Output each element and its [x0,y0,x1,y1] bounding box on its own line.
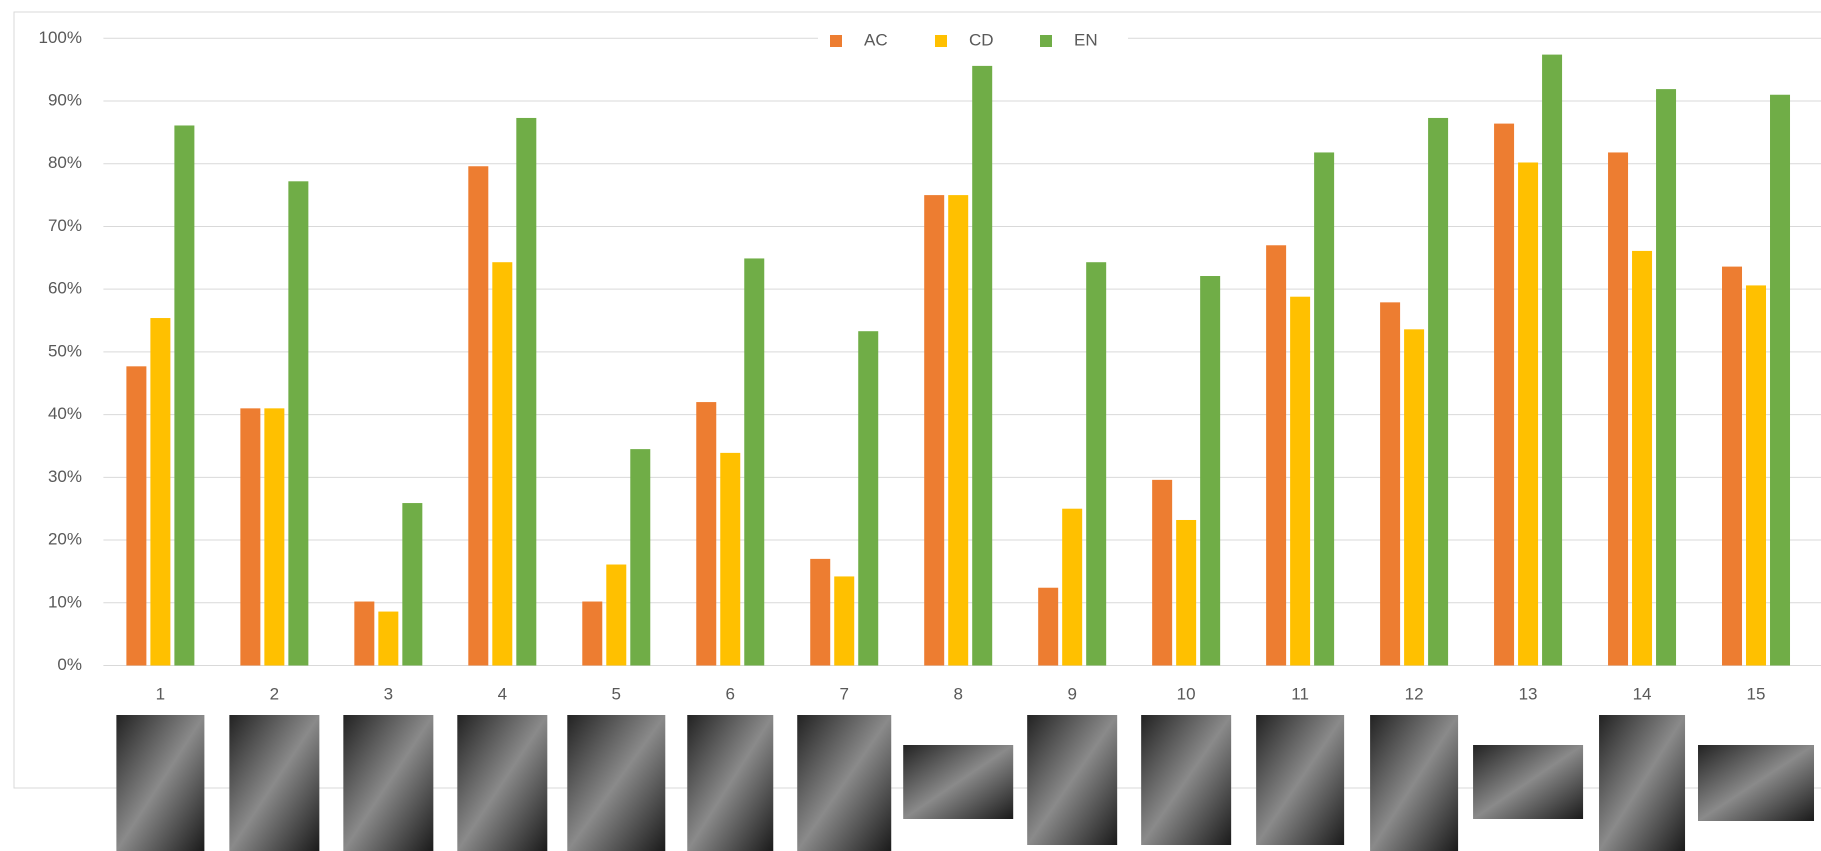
y-tick-label: 20% [48,530,82,549]
bar [1746,285,1766,665]
bar [1632,251,1652,666]
bar [834,576,854,665]
bar [126,366,146,665]
bar [1290,297,1310,666]
radiograph-thumbnail [229,715,319,851]
x-tick-label: 12 [1405,684,1424,703]
x-tick-label: 1 [156,684,165,703]
x-tick-label: 3 [384,684,393,703]
bar [1404,329,1424,665]
legend-swatch [935,35,947,47]
radiograph-thumbnail [1256,715,1344,845]
bar [1200,276,1220,665]
bar [1266,245,1286,665]
radiograph-thumbnail [116,715,204,851]
y-tick-label: 90% [48,91,82,110]
y-tick-label: 0% [57,655,82,674]
y-tick-label: 10% [48,592,82,611]
x-tick-label: 14 [1633,684,1652,703]
x-tick-label: 11 [1291,684,1309,703]
bar [1176,520,1196,666]
bar [516,118,536,666]
x-tick-label: 2 [270,684,279,703]
bar [1038,588,1058,666]
x-tick-label: 9 [1067,684,1076,703]
bar [1062,509,1082,666]
radiograph-thumbnail [1698,745,1814,821]
bar [240,408,260,665]
bar [1542,55,1562,666]
bar [402,503,422,665]
x-tick-label: 7 [839,684,848,703]
bar [1152,480,1172,666]
legend-label: CD [969,30,994,49]
bar [1518,162,1538,665]
bar [606,565,626,666]
y-tick-label: 80% [48,153,82,172]
bar [1770,95,1790,666]
radiograph-thumbnail [687,715,773,851]
x-tick-label: 5 [612,684,621,703]
bar [1722,267,1742,666]
radiograph-thumbnail [343,715,433,851]
bar [810,559,830,666]
bar [744,258,764,665]
bar [924,195,944,665]
bar [150,318,170,665]
y-tick-label: 30% [48,467,82,486]
legend-label: AC [864,30,888,49]
bar [468,166,488,665]
bar [492,262,512,665]
y-tick-label: 60% [48,279,82,298]
legend-label: EN [1074,30,1098,49]
bar [1494,124,1514,666]
bar [264,408,284,665]
bar [174,125,194,665]
y-tick-label: 50% [48,341,82,360]
bar [630,449,650,665]
bar [1380,302,1400,665]
radiograph-thumbnail [1599,715,1685,851]
y-tick-label: 70% [48,216,82,235]
bar [720,453,740,666]
radiograph-thumbnail [1473,745,1583,819]
bar [972,66,992,666]
x-tick-label: 4 [498,684,507,703]
bar [1086,262,1106,665]
radiograph-thumbnail [1027,715,1117,845]
bar [1656,89,1676,665]
radiograph-thumbnail [797,715,891,851]
x-tick-label: 15 [1747,684,1766,703]
page: {"chart_data": {"type": "bar", "categori… [0,0,1821,851]
bar [582,602,602,666]
bar [354,602,374,666]
bar [1428,118,1448,666]
radiograph-thumbnail [1370,715,1458,851]
radiograph-thumbnail [1141,715,1231,845]
bar [288,181,308,665]
radiograph-thumbnail [903,745,1013,819]
x-tick-label: 8 [953,684,962,703]
legend-swatch [1040,35,1052,47]
x-tick-label: 13 [1519,684,1538,703]
x-tick-label: 6 [726,684,735,703]
bar [858,331,878,665]
radiograph-thumbnail [567,715,665,851]
chart: 0%10%20%30%40%50%60%70%80%90%100%1234567… [0,0,1821,851]
bar [378,612,398,666]
radiograph-thumbnail [457,715,547,851]
legend-swatch [830,35,842,47]
bar [1314,152,1334,665]
bar [1608,152,1628,665]
y-tick-label: 40% [48,404,82,423]
bar [696,402,716,665]
bar [948,195,968,665]
x-tick-label: 10 [1177,684,1196,703]
y-tick-label: 100% [39,28,82,47]
